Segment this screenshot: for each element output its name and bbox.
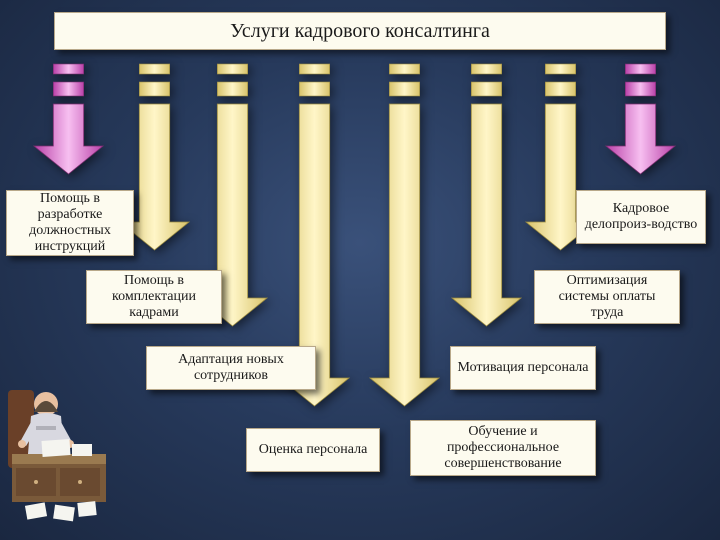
label-b2: Кадровое делопроиз-водство <box>576 190 706 244</box>
label-text: Кадровое делопроиз-водство <box>583 201 699 233</box>
label-text: Помощь в разработке должностных инструкц… <box>13 191 127 255</box>
label-b4: Оптимизация системы оплаты труда <box>534 270 680 324</box>
label-text: Обучение и профессиональное совершенство… <box>417 424 589 472</box>
title-text: Услуги кадрового консалтинга <box>230 20 490 43</box>
label-b7: Оценка персонала <box>246 428 380 472</box>
label-b8: Обучение и профессиональное совершенство… <box>410 420 596 476</box>
label-b3: Помощь в комплектации кадрами <box>86 270 222 324</box>
label-text: Адаптация новых сотрудников <box>153 352 309 384</box>
label-text: Помощь в комплектации кадрами <box>93 273 215 321</box>
illustration-person-at-desk <box>6 382 111 522</box>
label-b5: Адаптация новых сотрудников <box>146 346 316 390</box>
label-b1: Помощь в разработке должностных инструкц… <box>6 190 134 256</box>
label-text: Оценка персонала <box>259 442 368 458</box>
label-text: Мотивация персонала <box>457 360 588 376</box>
label-b6: Мотивация персонала <box>450 346 596 390</box>
label-text: Оптимизация системы оплаты труда <box>541 273 673 321</box>
title-box: Услуги кадрового консалтинга <box>54 12 666 50</box>
